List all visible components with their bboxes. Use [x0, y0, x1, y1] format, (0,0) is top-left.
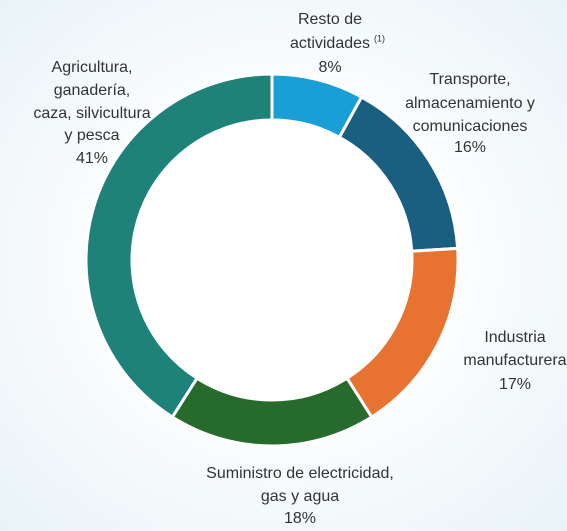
- category-label: ganadería,: [54, 82, 131, 99]
- footnote-mark: (1): [374, 33, 385, 43]
- category-label: Resto de: [298, 11, 362, 28]
- category-label: comunicaciones: [413, 118, 528, 135]
- value-label: 17%: [499, 376, 531, 393]
- category-label: gas y agua: [261, 488, 339, 505]
- category-label: actividades: [290, 35, 370, 52]
- category-label: Agricultura,: [52, 59, 133, 76]
- donut-segment: [84, 72, 274, 420]
- category-label: Suministro de electricidad,: [206, 465, 394, 482]
- value-label: 41%: [76, 150, 108, 167]
- donut-segment: [344, 246, 460, 420]
- value-label: 16%: [454, 139, 486, 156]
- category-label: Industria: [484, 329, 545, 346]
- category-label: Transporte,: [429, 71, 510, 88]
- value-label: 8%: [318, 59, 341, 76]
- value-label: 18%: [284, 510, 316, 526]
- category-label: almacenamiento y: [405, 95, 535, 112]
- category-label: y pesca: [64, 127, 119, 144]
- donut-segment: [170, 376, 374, 448]
- category-label: caza, silvicultura: [33, 105, 150, 122]
- category-label: manufacturera: [463, 352, 566, 369]
